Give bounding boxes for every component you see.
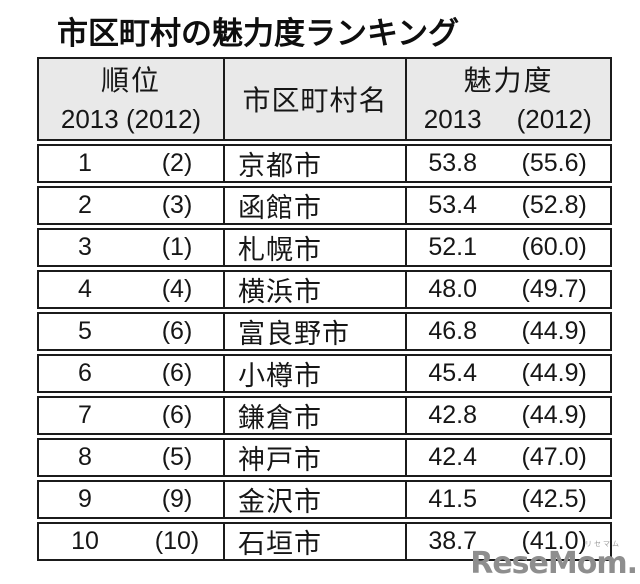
rank-current: 5: [78, 317, 92, 345]
header-city-cell: 市区町村名: [223, 59, 407, 139]
rank-previous: (6): [161, 359, 193, 387]
score-current: 52.1: [428, 233, 477, 261]
rank-cell: 10 (10): [39, 524, 223, 559]
rank-previous: (6): [161, 317, 193, 345]
city-name: 札幌市: [223, 230, 407, 265]
score-current: 42.4: [428, 443, 477, 471]
table-row: 10 (10) 石垣市 38.7 (41.0): [37, 522, 612, 561]
ranking-table: 順位 2013 (2012) 市区町村名 魅力度 2013 (2012) 1 (…: [37, 57, 612, 561]
rank-cell: 4 (4): [39, 272, 223, 307]
header-rank-cell: 順位 2013 (2012): [39, 59, 223, 139]
header-score-label: 魅力度: [463, 65, 554, 96]
city-name: 京都市: [223, 146, 407, 181]
rank-current: 2: [78, 191, 92, 219]
table-row: 2 (3) 函館市 53.4 (52.8): [37, 186, 612, 225]
score-previous: (49.7): [521, 275, 587, 303]
rank-previous: (4): [161, 275, 193, 303]
city-name: 神戸市: [223, 440, 407, 475]
rank-previous: (9): [161, 485, 193, 513]
table-row: 3 (1) 札幌市 52.1 (60.0): [37, 228, 612, 267]
score-cell: 42.8 (44.9): [407, 398, 610, 433]
score-current: 45.4: [428, 359, 477, 387]
rank-cell: 9 (9): [39, 482, 223, 517]
city-name: 鎌倉市: [223, 398, 407, 433]
rank-previous: (6): [161, 401, 193, 429]
score-cell: 46.8 (44.9): [407, 314, 610, 349]
rank-cell: 1 (2): [39, 146, 223, 181]
city-name: 富良野市: [223, 314, 407, 349]
score-current: 53.4: [428, 191, 477, 219]
score-previous: (44.9): [521, 401, 587, 429]
rank-previous: (5): [161, 443, 193, 471]
rank-previous: (3): [161, 191, 193, 219]
rank-cell: 2 (3): [39, 188, 223, 223]
score-cell: 38.7 (41.0): [407, 524, 610, 559]
table-row: 7 (6) 鎌倉市 42.8 (44.9): [37, 396, 612, 435]
page-title: 市区町村の魅力度ランキング: [57, 16, 460, 51]
score-cell: 48.0 (49.7): [407, 272, 610, 307]
city-name: 石垣市: [223, 524, 407, 559]
rank-cell: 5 (6): [39, 314, 223, 349]
score-current: 42.8: [428, 401, 477, 429]
rank-current: 4: [78, 275, 92, 303]
score-current: 38.7: [428, 527, 477, 555]
table-row: 1 (2) 京都市 53.8 (55.6): [37, 144, 612, 183]
table-row: 9 (9) 金沢市 41.5 (42.5): [37, 480, 612, 519]
header-score-cell: 魅力度 2013 (2012): [407, 59, 610, 139]
score-previous: (47.0): [521, 443, 587, 471]
city-name: 函館市: [223, 188, 407, 223]
header-score-year-now: 2013: [423, 103, 482, 134]
rank-previous: (2): [161, 149, 193, 177]
score-cell: 42.4 (47.0): [407, 440, 610, 475]
score-previous: (44.9): [521, 317, 587, 345]
rank-current: 3: [78, 233, 92, 261]
rank-previous: (10): [154, 527, 200, 555]
score-current: 53.8: [428, 149, 477, 177]
rank-current: 8: [78, 443, 92, 471]
rank-cell: 8 (5): [39, 440, 223, 475]
table-row: 8 (5) 神戸市 42.4 (47.0): [37, 438, 612, 477]
city-name: 横浜市: [223, 272, 407, 307]
score-cell: 53.4 (52.8): [407, 188, 610, 223]
score-current: 48.0: [428, 275, 477, 303]
rank-previous: (1): [161, 233, 193, 261]
rank-current: 6: [78, 359, 92, 387]
score-previous: (60.0): [521, 233, 587, 261]
score-cell: 45.4 (44.9): [407, 356, 610, 391]
score-cell: 52.1 (60.0): [407, 230, 610, 265]
header-city-label: 市区町村名: [242, 85, 388, 116]
rank-current: 1: [78, 149, 92, 177]
table-row: 6 (6) 小樽市 45.4 (44.9): [37, 354, 612, 393]
rank-cell: 6 (6): [39, 356, 223, 391]
rank-cell: 3 (1): [39, 230, 223, 265]
resemom-logo-ruby: リセマム: [585, 541, 621, 548]
rank-cell: 7 (6): [39, 398, 223, 433]
resemom-watermark: リセマム ReseMom.: [470, 541, 638, 581]
rank-current: 9: [78, 485, 92, 513]
rank-current: 10: [71, 527, 99, 555]
resemom-logo: ReseMom.: [470, 546, 638, 581]
table-row: 4 (4) 横浜市 48.0 (49.7): [37, 270, 612, 309]
score-previous: (42.5): [521, 485, 587, 513]
score-cell: 41.5 (42.5): [407, 482, 610, 517]
header-rank-years: 2013 (2012): [60, 103, 202, 134]
score-previous: (41.0): [521, 527, 587, 555]
score-current: 41.5: [428, 485, 477, 513]
score-previous: (52.8): [521, 191, 587, 219]
score-previous: (44.9): [521, 359, 587, 387]
table-row: 5 (6) 富良野市 46.8 (44.9): [37, 312, 612, 351]
score-previous: (55.6): [521, 149, 587, 177]
rank-current: 7: [78, 401, 92, 429]
header-score-year-prev: (2012): [516, 103, 592, 134]
city-name: 金沢市: [223, 482, 407, 517]
table-header-row: 順位 2013 (2012) 市区町村名 魅力度 2013 (2012): [37, 57, 612, 141]
score-current: 46.8: [428, 317, 477, 345]
score-cell: 53.8 (55.6): [407, 146, 610, 181]
city-name: 小樽市: [223, 356, 407, 391]
header-rank-label: 順位: [100, 65, 161, 96]
